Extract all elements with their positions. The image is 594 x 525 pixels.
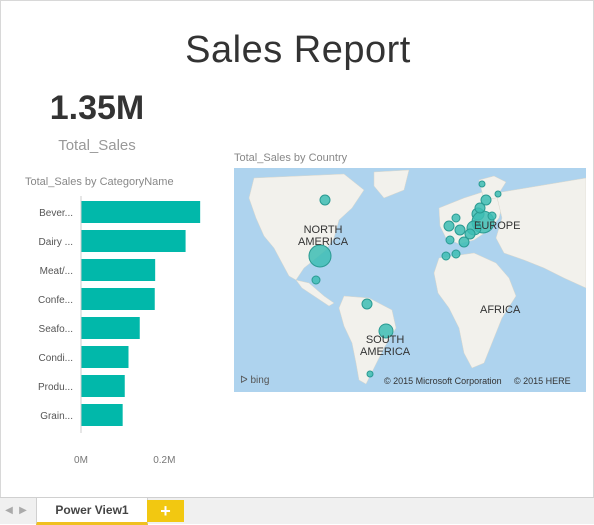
bar-category-label: Confe... (38, 295, 73, 306)
bar[interactable] (81, 201, 201, 223)
map-bubble[interactable] (319, 194, 331, 206)
bar-chart[interactable]: Bever... Dairy ... Meat/... Confe... Seafo..… (21, 196, 211, 476)
map-land (248, 169, 586, 385)
map-bubble[interactable] (464, 228, 476, 240)
scroll-left-icon[interactable]: ◀ (5, 505, 13, 516)
map-bubble[interactable] (378, 323, 394, 339)
bar[interactable] (81, 317, 140, 339)
bar[interactable] (81, 259, 156, 281)
card-label: Total_Sales (58, 137, 136, 154)
map-bubble[interactable] (474, 202, 486, 214)
map-title: Total_Sales by Country (234, 152, 348, 164)
bar[interactable] (81, 375, 125, 397)
map-bubble[interactable] (311, 275, 321, 285)
map-visual[interactable]: NORTH AMERICA SOUTH AMERICA EUROPE AFRICA … (234, 168, 586, 392)
map-bubble[interactable] (443, 220, 455, 232)
map-label-europe: EUROPE (474, 220, 521, 232)
bar[interactable] (81, 404, 123, 426)
bar-category-label: Seafo... (39, 324, 73, 335)
bar-category-label: Condi... (39, 353, 73, 364)
bar[interactable] (81, 288, 155, 310)
scroll-right-icon[interactable]: ▶ (19, 505, 27, 516)
bing-icon: ᐅ (240, 375, 248, 386)
bing-logo: ᐅ bing (240, 375, 269, 386)
copyright-here: © 2015 HERE (514, 376, 571, 386)
bar-category-label: Dairy ... (39, 237, 73, 248)
bing-text: bing (250, 375, 270, 386)
map-bubble[interactable] (441, 251, 451, 261)
page-tab-bar: ◀ ▶ Power View1 + (0, 497, 594, 525)
bar-category-label: Produ... (38, 382, 73, 393)
bar-category-label: Bever... (39, 208, 73, 219)
map-bubble[interactable] (458, 236, 470, 248)
bar[interactable] (81, 346, 129, 368)
map-bubble[interactable] (494, 190, 502, 198)
map-bubble[interactable] (445, 235, 455, 245)
copyright-microsoft: © 2015 Microsoft Corporation (384, 376, 502, 386)
map-label-north-america: NORTH AMERICA (298, 224, 349, 248)
x-tick-label: 0.2M (153, 455, 175, 466)
map-bubble[interactable] (454, 224, 466, 236)
report-title: Sales Report (185, 29, 411, 71)
report-canvas: Sales Report 1.35M Total_Sales Total_Sal… (0, 0, 594, 498)
map-bubble[interactable] (487, 211, 497, 221)
bar-chart-title: Total_Sales by CategoryName (25, 176, 174, 188)
map-label-south-america: SOUTH AMERICA (360, 334, 411, 358)
map-bubble[interactable] (478, 180, 486, 188)
map-bubble[interactable] (366, 370, 374, 378)
map-bubble[interactable] (451, 249, 461, 259)
add-page-button[interactable]: + (147, 500, 184, 522)
map-bubble[interactable] (480, 194, 492, 206)
map-bubble[interactable] (451, 213, 461, 223)
bar-category-label: Meat/... (40, 266, 73, 277)
tab-power-view1[interactable]: Power View1 (36, 498, 148, 525)
map-bubble[interactable] (361, 298, 373, 310)
card-value: 1.35M (49, 89, 145, 127)
map-label-africa: AFRICA (480, 304, 521, 316)
bar[interactable] (81, 230, 186, 252)
bar-category-label: Grain... (40, 411, 73, 422)
x-tick-label: 0M (74, 455, 88, 466)
map-bubble[interactable] (308, 244, 332, 268)
